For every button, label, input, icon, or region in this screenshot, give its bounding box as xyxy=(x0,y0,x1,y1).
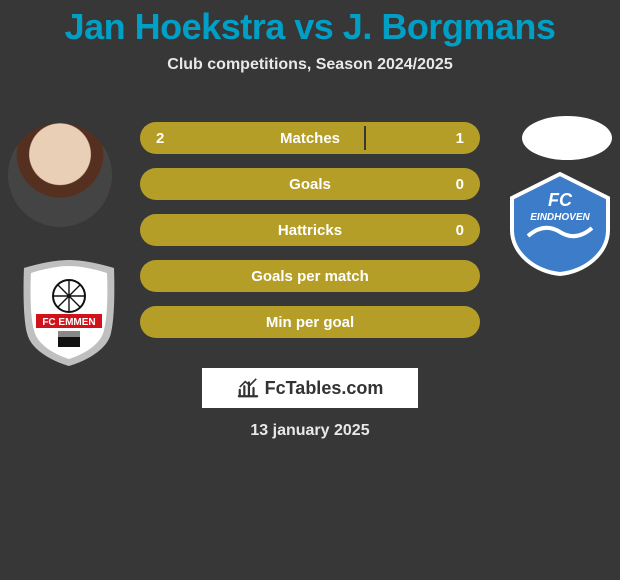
stat-right-value: 1 xyxy=(456,130,464,147)
chart-icon xyxy=(237,377,259,399)
stat-bars: 2 Matches 1 Goals 0 Hattricks 0 Goals pe… xyxy=(140,122,480,352)
svg-text:FC EMMEN: FC EMMEN xyxy=(42,317,95,328)
stat-bar: 2 Matches 1 xyxy=(140,122,480,154)
stat-bar: Hattricks 0 xyxy=(140,214,480,246)
stat-bar: Goals per match xyxy=(140,260,480,292)
stat-split xyxy=(364,126,366,150)
stat-label: Hattricks xyxy=(140,222,480,239)
page-title: Jan Hoekstra vs J. Borgmans xyxy=(0,0,620,48)
stat-label: Goals per match xyxy=(140,268,480,285)
stat-right-value: 0 xyxy=(456,222,464,239)
stat-bar: Goals 0 xyxy=(140,168,480,200)
club1-badge: FC EMMEN xyxy=(16,258,122,368)
fctables-link[interactable]: FcTables.com xyxy=(202,368,418,408)
stat-right-value: 0 xyxy=(456,176,464,193)
stat-bar: Min per goal xyxy=(140,306,480,338)
date-text: 13 january 2025 xyxy=(0,422,620,440)
svg-text:FC: FC xyxy=(548,190,573,210)
page-subtitle: Club competitions, Season 2024/2025 xyxy=(0,56,620,74)
badge-icon: FC EINDHOVEN xyxy=(508,172,612,276)
stat-left-value: 2 xyxy=(156,130,164,147)
stat-label: Matches xyxy=(140,130,480,147)
brand-text: FcTables.com xyxy=(265,378,384,399)
player1-photo xyxy=(8,123,112,227)
shield-icon: FC EMMEN xyxy=(16,258,122,368)
club2-badge: FC EINDHOVEN xyxy=(508,172,612,276)
stat-label: Min per goal xyxy=(140,314,480,331)
stat-label: Goals xyxy=(140,176,480,193)
svg-text:EINDHOVEN: EINDHOVEN xyxy=(530,212,590,223)
player2-photo xyxy=(522,116,612,160)
